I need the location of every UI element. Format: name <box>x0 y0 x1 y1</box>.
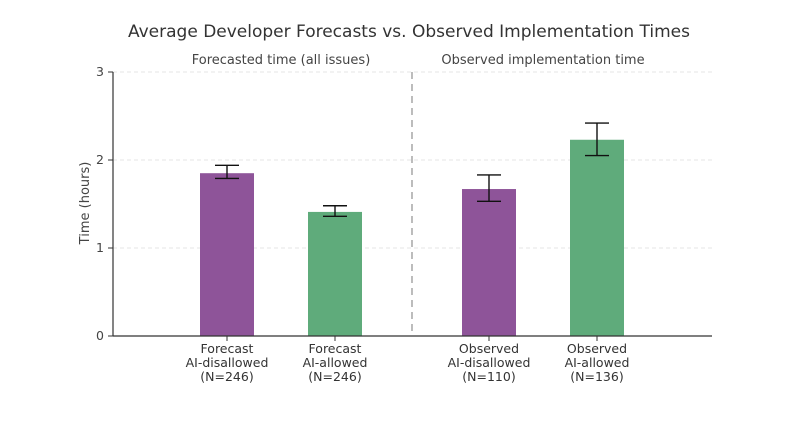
x-category-label: (N=246) <box>308 369 361 384</box>
x-category-label: Forecast <box>309 341 362 356</box>
bar <box>200 173 254 336</box>
x-category-label: AI-disallowed <box>186 355 269 370</box>
x-category-label: (N=110) <box>462 369 515 384</box>
chart-title: Average Developer Forecasts vs. Observed… <box>128 22 690 42</box>
bar <box>308 211 362 336</box>
panel-label-forecast: Forecasted time (all issues) <box>192 53 371 68</box>
bar <box>570 139 624 336</box>
y-tick-label: 0 <box>96 328 104 343</box>
y-tick-label: 2 <box>96 152 104 167</box>
x-category-label: AI-allowed <box>303 355 368 370</box>
x-category-label: AI-disallowed <box>448 355 531 370</box>
y-axis-label: Time (hours) <box>78 162 93 246</box>
bar <box>462 189 516 336</box>
y-tick-label: 3 <box>96 64 104 79</box>
x-category-label: (N=136) <box>570 369 623 384</box>
x-category-label: Observed <box>459 341 519 356</box>
x-category-label: (N=246) <box>200 369 253 384</box>
x-category-label: Observed <box>567 341 627 356</box>
x-category-label: Forecast <box>201 341 254 356</box>
y-tick-label: 1 <box>96 240 104 255</box>
panel-label-observed: Observed implementation time <box>441 53 644 68</box>
x-category-label: AI-allowed <box>565 355 630 370</box>
